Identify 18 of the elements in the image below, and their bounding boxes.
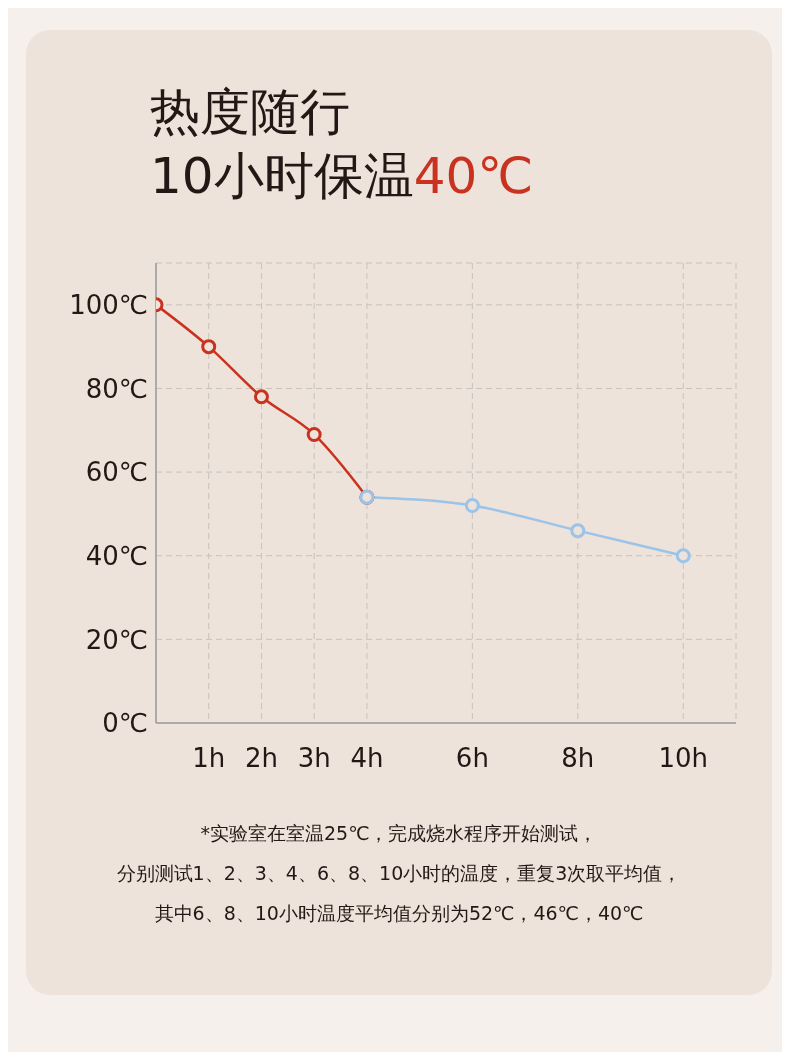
text: *实验室在室温25℃，完成烧水程序开始测试， bbox=[199, 821, 599, 846]
y-tick-label: 20℃ bbox=[85, 624, 148, 655]
y-tick-label: 0℃ bbox=[102, 708, 148, 739]
x-tick-label: 2h bbox=[244, 743, 278, 774]
x-tick-label: 1h bbox=[192, 743, 226, 774]
x-tick-label: 10h bbox=[658, 743, 709, 774]
x-tick-label: 4h bbox=[350, 743, 384, 774]
x-tick-label: 3h bbox=[297, 743, 331, 774]
chart-subtitle: 10小时保温40℃ bbox=[150, 147, 534, 205]
x-tick-label: 6h bbox=[455, 743, 489, 774]
y-tick-label: 100℃ bbox=[69, 290, 148, 321]
y-tick-label: 40℃ bbox=[85, 540, 148, 571]
y-tick-label: 60℃ bbox=[85, 457, 148, 488]
x-tick-label: 8h bbox=[561, 743, 595, 774]
y-tick-label: 80℃ bbox=[85, 373, 148, 404]
chart-title: 热度随行 bbox=[150, 82, 351, 143]
text: 分别测试1、2、3、4、6、8、10小时的温度，重复3次取平均值， bbox=[115, 861, 683, 886]
text: 其中6、8、10小时温度平均值分别为52℃，46℃，40℃ bbox=[153, 901, 645, 926]
